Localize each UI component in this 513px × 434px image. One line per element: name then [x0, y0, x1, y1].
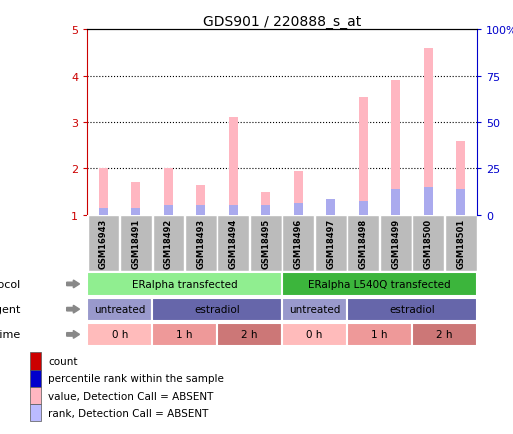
Text: GSM18500: GSM18500	[424, 218, 433, 269]
Bar	[294, 204, 303, 215]
Text: rank, Detection Call = ABSENT: rank, Detection Call = ABSENT	[48, 408, 208, 418]
Bar	[294, 171, 303, 215]
Text: estradiol: estradiol	[389, 305, 435, 314]
Bar	[87, 323, 152, 346]
Bar	[282, 298, 347, 321]
Text: agent: agent	[0, 305, 21, 314]
Text: ERalpha L540Q transfected: ERalpha L540Q transfected	[308, 279, 451, 289]
Text: 1 h: 1 h	[176, 330, 193, 339]
Text: time: time	[0, 330, 21, 339]
Bar	[282, 323, 347, 346]
Bar	[347, 323, 412, 346]
Bar	[283, 216, 314, 271]
Bar	[229, 206, 238, 215]
Text: count: count	[48, 356, 77, 366]
Bar	[164, 206, 173, 215]
Title: GDS901 / 220888_s_at: GDS901 / 220888_s_at	[203, 15, 361, 30]
Text: percentile rank within the sample: percentile rank within the sample	[48, 374, 224, 383]
Text: GSM18493: GSM18493	[196, 218, 205, 269]
Text: estradiol: estradiol	[194, 305, 240, 314]
Bar	[30, 404, 42, 421]
Bar	[359, 201, 368, 215]
Text: GSM18496: GSM18496	[294, 218, 303, 269]
Text: GSM18495: GSM18495	[262, 218, 270, 269]
Text: GSM18501: GSM18501	[457, 218, 465, 269]
Text: 0 h: 0 h	[306, 330, 323, 339]
Bar	[99, 169, 108, 215]
Bar	[347, 216, 379, 271]
Bar	[261, 206, 270, 215]
Bar	[380, 216, 412, 271]
Text: GSM18492: GSM18492	[164, 218, 173, 269]
Text: 2 h: 2 h	[437, 330, 453, 339]
Bar	[131, 208, 141, 215]
Text: GSM18494: GSM18494	[229, 218, 238, 269]
Bar	[391, 190, 401, 215]
Text: GSM18497: GSM18497	[326, 218, 336, 269]
Bar	[359, 97, 368, 215]
Bar	[196, 206, 206, 215]
Bar	[250, 216, 282, 271]
Bar	[185, 216, 217, 271]
Text: GSM18499: GSM18499	[391, 218, 400, 269]
Bar	[261, 192, 270, 215]
Bar	[87, 273, 282, 296]
Bar	[131, 183, 141, 215]
Bar	[218, 216, 249, 271]
Bar	[120, 216, 152, 271]
Bar	[412, 216, 444, 271]
Bar	[456, 141, 465, 215]
Bar	[391, 81, 401, 215]
Bar	[229, 118, 238, 215]
Bar	[152, 323, 217, 346]
Bar	[424, 187, 433, 215]
Bar	[315, 216, 347, 271]
Bar	[99, 208, 108, 215]
Bar	[326, 201, 336, 215]
Bar	[282, 273, 477, 296]
Bar	[196, 185, 206, 215]
Text: protocol: protocol	[0, 279, 21, 289]
Bar	[88, 216, 120, 271]
Text: untreated: untreated	[289, 305, 340, 314]
Text: 1 h: 1 h	[371, 330, 388, 339]
Bar	[152, 216, 184, 271]
Bar	[445, 216, 477, 271]
Bar	[152, 298, 282, 321]
Bar	[30, 353, 42, 370]
Text: GSM18498: GSM18498	[359, 218, 368, 269]
Text: untreated: untreated	[94, 305, 145, 314]
Bar	[87, 298, 152, 321]
Bar	[217, 323, 282, 346]
Bar	[164, 169, 173, 215]
Text: 2 h: 2 h	[242, 330, 258, 339]
Bar	[30, 387, 42, 404]
Bar	[424, 49, 433, 215]
Bar	[412, 323, 477, 346]
Bar	[347, 298, 477, 321]
Text: ERalpha transfected: ERalpha transfected	[132, 279, 238, 289]
Bar	[30, 370, 42, 387]
Bar	[326, 199, 336, 215]
Bar	[456, 190, 465, 215]
Text: GSM16943: GSM16943	[99, 218, 108, 269]
Text: GSM18491: GSM18491	[131, 218, 141, 269]
Text: 0 h: 0 h	[111, 330, 128, 339]
Text: value, Detection Call = ABSENT: value, Detection Call = ABSENT	[48, 391, 213, 401]
